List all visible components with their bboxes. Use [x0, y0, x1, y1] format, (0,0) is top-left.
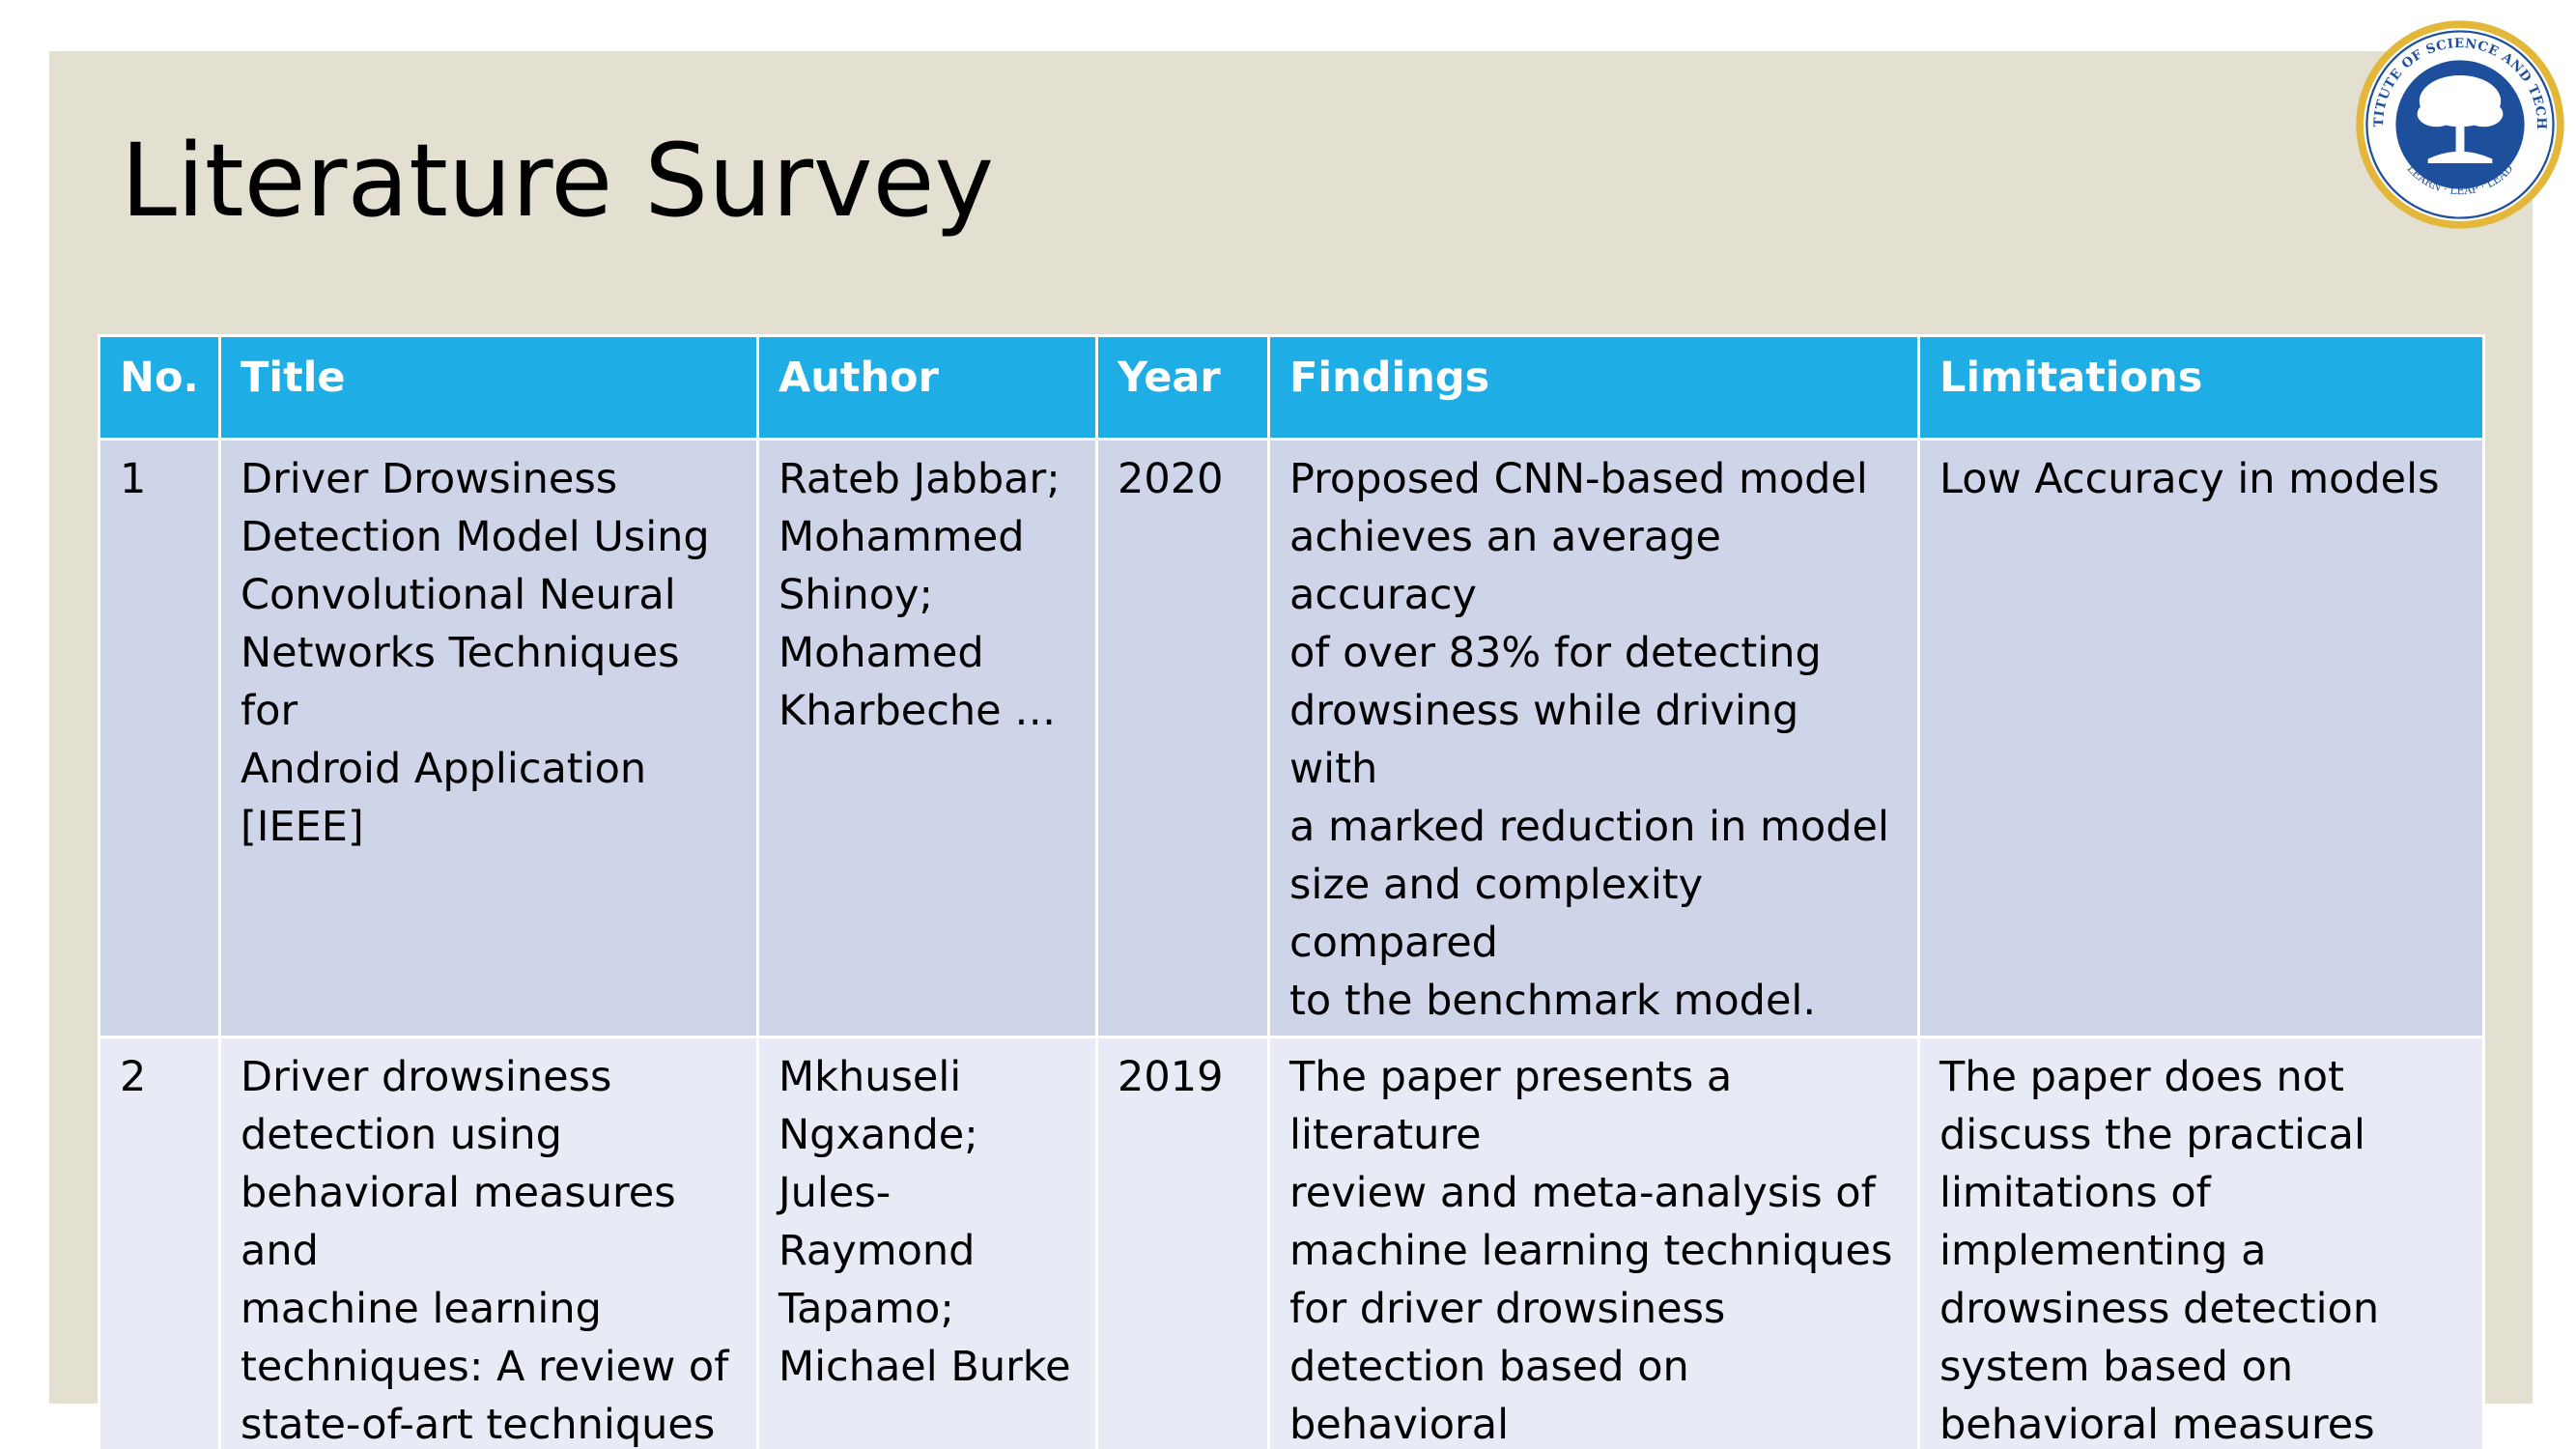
table-row: 2 Driver drowsiness detection using beha… [98, 1036, 2485, 1449]
institute-logo: SRM INSTITUTE OF SCIENCE AND TECHNOLOGY … [2353, 17, 2567, 232]
cell-title: Driver Drowsiness Detection Model Using … [218, 438, 759, 1038]
table-row: 1 Driver Drowsiness Detection Model Usin… [98, 438, 2485, 1038]
cell-no: 1 [98, 438, 221, 1038]
cell-year: 2019 [1095, 1036, 1270, 1449]
header-no: No. [98, 334, 221, 440]
cell-findings: The paper presents a literature review a… [1267, 1036, 1920, 1449]
header-year: Year [1095, 334, 1270, 440]
cell-year: 2020 [1095, 438, 1270, 1038]
cell-limitations: Low Accuracy in models [1917, 438, 2485, 1038]
header-title: Title [218, 334, 759, 440]
cell-findings: Proposed CNN-based model achieves an ave… [1267, 438, 1920, 1038]
cell-limitations: The paper does not discuss the practical… [1917, 1036, 2485, 1449]
header-author: Author [756, 334, 1098, 440]
table-header-row: No. Title Author Year Findings Limitatio… [98, 334, 2485, 440]
institute-seal-icon: SRM INSTITUTE OF SCIENCE AND TECHNOLOGY … [2353, 17, 2564, 229]
header-findings: Findings [1267, 334, 1920, 440]
header-limitations: Limitations [1917, 334, 2485, 440]
cell-no: 2 [98, 1036, 221, 1449]
cell-author: Rateb Jabbar; Mohammed Shinoy; Mohamed K… [756, 438, 1098, 1038]
cell-title: Driver drowsiness detection using behavi… [218, 1036, 759, 1449]
literature-survey-table: No. Title Author Year Findings Limitatio… [98, 334, 2485, 1449]
cell-author: Mkhuseli Ngxande; Jules-Raymond Tapamo; … [756, 1036, 1098, 1449]
slide-title: Literature Survey [121, 122, 995, 240]
